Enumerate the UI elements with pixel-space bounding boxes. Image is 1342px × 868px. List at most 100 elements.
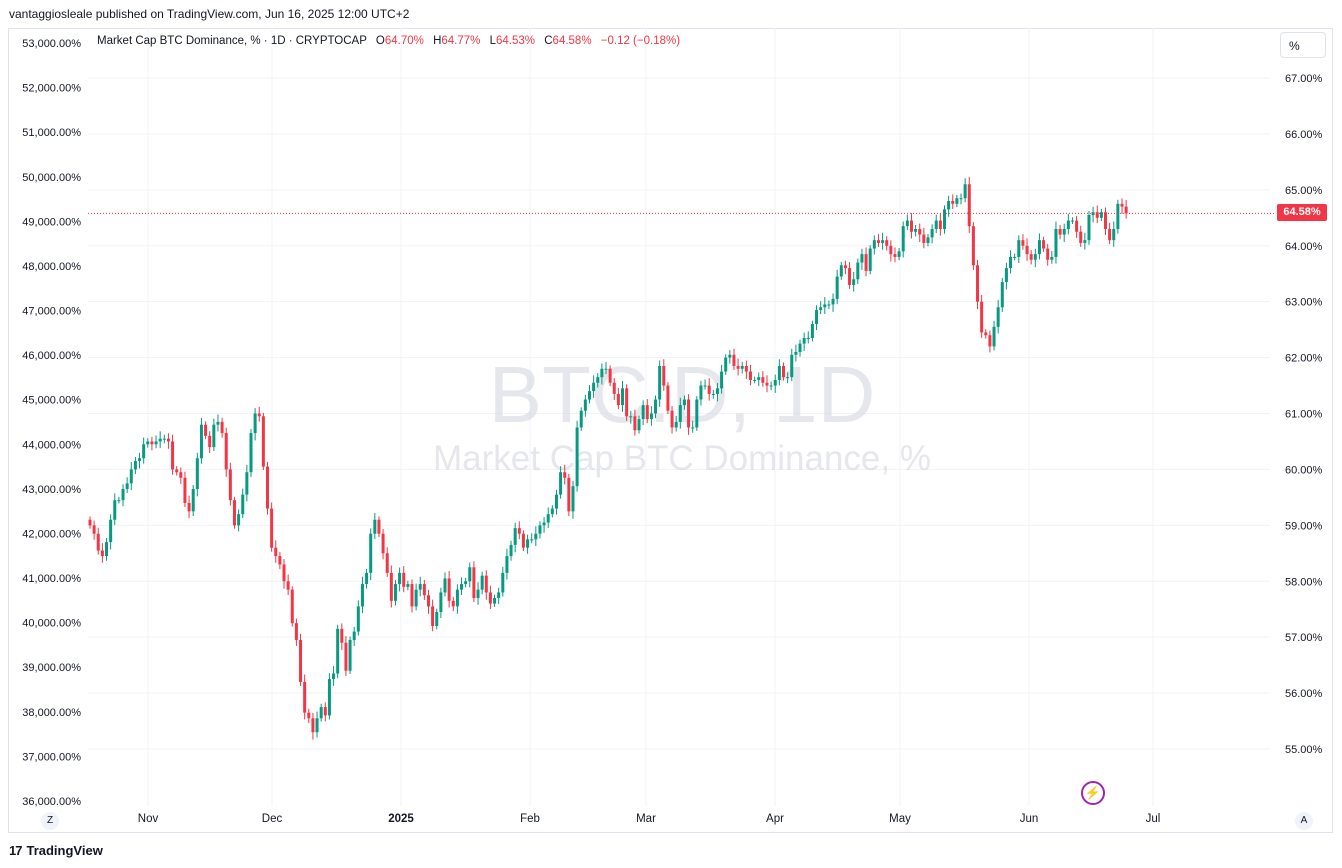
left-axis-tick: 40,000.00% bbox=[22, 618, 81, 630]
candle-body bbox=[183, 477, 187, 503]
candle-body bbox=[381, 533, 385, 554]
candle-body bbox=[608, 368, 612, 383]
candle-body bbox=[1054, 228, 1058, 257]
candle-body bbox=[724, 357, 728, 372]
candle-body bbox=[138, 458, 142, 462]
candle-body bbox=[501, 572, 505, 593]
candle-body bbox=[88, 519, 92, 526]
candle-body bbox=[852, 279, 856, 285]
candle-body bbox=[216, 421, 220, 425]
candle-body bbox=[150, 441, 154, 445]
grid-lines bbox=[88, 28, 1270, 806]
candle-body bbox=[249, 433, 253, 473]
candle-body bbox=[179, 472, 183, 478]
candle-body bbox=[191, 488, 195, 512]
candle-body bbox=[369, 533, 373, 573]
candle-body bbox=[728, 354, 732, 358]
candle-body bbox=[154, 441, 158, 445]
candle-body bbox=[777, 365, 781, 380]
candle-body bbox=[662, 365, 666, 386]
publish-attribution: vantaggiosleale published on TradingView… bbox=[9, 7, 410, 21]
candle-body bbox=[439, 592, 443, 613]
unit-selector-button[interactable]: % bbox=[1280, 32, 1326, 58]
auto-scale-button[interactable]: A bbox=[1295, 812, 1313, 830]
left-axis-tick: 38,000.00% bbox=[22, 707, 81, 719]
candle-body bbox=[204, 424, 208, 436]
left-axis-tick: 37,000.00% bbox=[22, 751, 81, 763]
left-axis-tick: 53,000.00% bbox=[22, 38, 81, 50]
series-legend[interactable]: Market Cap BTC Dominance, % · 1D · CRYPT… bbox=[97, 35, 680, 47]
candle-body bbox=[517, 528, 521, 534]
candle-body bbox=[1029, 254, 1033, 260]
candle-body bbox=[315, 718, 319, 733]
right-axis-tick: 58.00% bbox=[1285, 576, 1323, 588]
candle-body bbox=[604, 368, 608, 370]
candle-body bbox=[765, 382, 769, 386]
candle-body bbox=[418, 584, 422, 590]
candle-body bbox=[546, 514, 550, 523]
candle-body bbox=[930, 228, 934, 238]
candle-body bbox=[484, 575, 488, 593]
watermark-description: Market Cap BTC Dominance, % bbox=[433, 439, 931, 478]
candle-body bbox=[332, 673, 336, 680]
candle-body bbox=[1083, 240, 1087, 243]
candle-body bbox=[843, 265, 847, 269]
candle-body bbox=[393, 584, 397, 601]
candle-body bbox=[790, 354, 794, 378]
candle-body bbox=[1116, 203, 1120, 229]
lightning-icon[interactable]: ⚡ bbox=[1081, 781, 1105, 805]
candle-body bbox=[158, 438, 162, 442]
candle-body bbox=[1042, 240, 1046, 249]
candle-body bbox=[1108, 228, 1112, 241]
candle-body bbox=[303, 681, 307, 713]
candle-body bbox=[199, 424, 203, 459]
candle-body bbox=[521, 533, 525, 548]
candle-body bbox=[117, 500, 121, 502]
candle-body bbox=[633, 416, 637, 431]
candle-body bbox=[220, 421, 224, 434]
candle-body bbox=[113, 500, 117, 520]
candle-body bbox=[1009, 256, 1013, 269]
candle-body bbox=[1087, 214, 1091, 241]
candle-body bbox=[1025, 245, 1029, 255]
candle-body bbox=[142, 444, 146, 459]
candle-body bbox=[323, 707, 327, 716]
candle-body bbox=[348, 639, 352, 671]
candle-body bbox=[307, 712, 311, 719]
tradingview-logo-icon: 17 bbox=[9, 843, 23, 858]
candle-body bbox=[848, 268, 852, 285]
candle-body bbox=[695, 399, 699, 428]
candle-body bbox=[1046, 248, 1050, 260]
candle-body bbox=[757, 377, 761, 380]
candle-body bbox=[711, 393, 715, 395]
right-axis-tick: 64.00% bbox=[1285, 241, 1323, 253]
candle-body bbox=[1004, 268, 1008, 283]
candle-body bbox=[575, 427, 579, 487]
candle-body bbox=[455, 589, 459, 607]
left-axis-tick: 49,000.00% bbox=[22, 216, 81, 228]
candle-body bbox=[278, 556, 282, 565]
candle-body bbox=[402, 572, 406, 587]
tradingview-brand[interactable]: 17 TradingView bbox=[9, 843, 103, 858]
candle-body bbox=[146, 441, 150, 445]
candle-body bbox=[938, 220, 942, 229]
candle-body bbox=[922, 234, 926, 243]
candle-body bbox=[583, 399, 587, 411]
candle-body bbox=[356, 606, 360, 632]
candle-body bbox=[505, 556, 509, 573]
candle-series bbox=[88, 176, 1128, 740]
watermark-symbol: BTC.D, 1D bbox=[489, 350, 876, 439]
left-scale-button[interactable]: Z bbox=[41, 812, 59, 830]
candle-body bbox=[1075, 220, 1079, 232]
candle-body bbox=[468, 567, 472, 582]
candle-body bbox=[92, 525, 96, 534]
candle-body bbox=[872, 240, 876, 249]
candle-body bbox=[162, 438, 166, 440]
candle-body bbox=[815, 310, 819, 325]
candle-body bbox=[509, 544, 513, 557]
candle-body bbox=[860, 254, 864, 263]
candle-body bbox=[406, 584, 410, 587]
candle-body bbox=[336, 628, 340, 674]
candle-body bbox=[431, 606, 435, 626]
